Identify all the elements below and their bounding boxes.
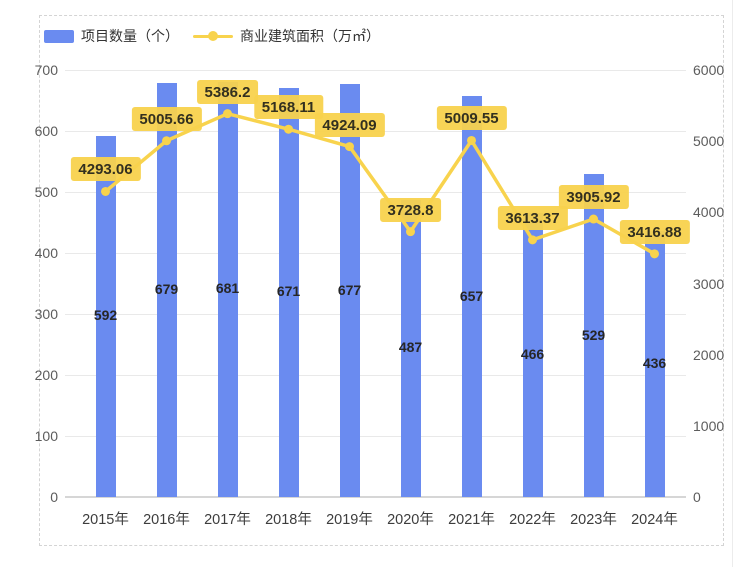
right-axis-tick-0: 0 (693, 489, 701, 505)
right-axis-tick-6000: 6000 (693, 62, 725, 78)
line-point-2023年[interactable] (589, 214, 598, 224)
line-value-label-2022年: 3613.37 (497, 205, 568, 230)
gridline-200 (65, 375, 686, 376)
line-value-label-2018年: 5168.11 (253, 95, 324, 120)
legend-item-line-series[interactable]: 商业建筑面积（万㎡） (179, 26, 380, 46)
gridline-700 (65, 70, 686, 71)
line-value-label-2017年: 5386.2 (196, 79, 259, 104)
bar-2024年[interactable] (644, 231, 665, 497)
bar-2015年[interactable] (95, 135, 116, 497)
bar-2023年[interactable] (583, 174, 604, 497)
left-axis-tick-600: 600 (34, 123, 58, 139)
left-axis-tick-700: 700 (34, 62, 58, 78)
right-axis-tick-3000: 3000 (693, 275, 725, 292)
legend-bar-label: 项目数量（个） (81, 28, 179, 44)
line-point-2024年[interactable] (650, 249, 659, 259)
bar-2016年[interactable] (156, 82, 177, 497)
chart-card (39, 15, 724, 546)
bar-value-label-2021年: 657 (459, 287, 484, 304)
line-point-2020年[interactable] (406, 227, 415, 237)
right-axis-tick-2000: 2000 (693, 346, 725, 363)
bar-2018年[interactable] (278, 87, 299, 497)
bar-2022年[interactable] (522, 212, 543, 497)
left-axis-tick-200: 200 (34, 367, 58, 383)
gridline-300 (65, 314, 686, 315)
x-axis-label-2019年: 2019年 (326, 512, 373, 528)
x-axis-label-2015年: 2015年 (82, 512, 129, 528)
line-value-label-2015年: 4293.06 (70, 157, 141, 182)
right-axis-tick-4000: 4000 (693, 204, 725, 221)
x-axis-label-2017年: 2017年 (204, 512, 251, 528)
left-axis-tick-300: 300 (34, 306, 58, 322)
line-point-2017年[interactable] (223, 109, 232, 119)
bar-2021年[interactable] (461, 96, 482, 497)
panel-right-edge (732, 0, 733, 567)
line-point-2021年[interactable] (467, 135, 476, 145)
right-axis-tick-1000: 1000 (693, 417, 725, 434)
legend-item-bar-series[interactable]: 项目数量（个） (44, 26, 179, 46)
bar-2017年[interactable] (217, 81, 238, 497)
x-axis-label-2024年: 2024年 (631, 512, 678, 528)
line-value-label-2019年: 4924.09 (314, 112, 385, 137)
line-value-label-2016年: 5005.66 (131, 106, 202, 131)
line-point-2015年[interactable] (101, 186, 110, 196)
left-axis-tick-500: 500 (34, 184, 58, 200)
gridline-0 (65, 496, 686, 498)
gridline-100 (65, 436, 686, 437)
bar-value-label-2024年: 436 (642, 355, 667, 372)
x-axis-label-2021年: 2021年 (448, 512, 495, 528)
bar-value-label-2016年: 679 (154, 280, 179, 297)
x-axis-label-2016年: 2016年 (143, 512, 190, 528)
gridline-400 (65, 253, 686, 254)
line-series-marker-icon (193, 30, 233, 43)
line-point-2016年[interactable] (162, 136, 171, 146)
line-point-2019年[interactable] (345, 142, 354, 152)
line-value-label-2023年: 3905.92 (558, 185, 629, 210)
x-axis-label-2023年: 2023年 (570, 512, 617, 528)
right-axis-tick-5000: 5000 (693, 133, 725, 150)
bar-value-label-2019年: 677 (337, 281, 362, 298)
x-axis-label-2018年: 2018年 (265, 512, 312, 528)
line-value-label-2020年: 3728.8 (379, 197, 442, 222)
line-value-label-2024年: 3416.88 (619, 219, 690, 244)
line-value-label-2021年: 5009.55 (436, 106, 507, 131)
x-axis-label-2022年: 2022年 (509, 512, 556, 528)
bar-value-label-2022年: 466 (520, 345, 545, 362)
x-axis-label-2020年: 2020年 (387, 512, 434, 528)
line-point-2018年[interactable] (284, 124, 293, 134)
bar-value-label-2018年: 671 (276, 283, 301, 300)
left-axis-tick-0: 0 (50, 489, 58, 505)
left-axis-tick-100: 100 (34, 428, 58, 444)
bar-2019年[interactable] (339, 84, 360, 497)
bar-value-label-2023年: 529 (581, 326, 606, 343)
bar-2020年[interactable] (400, 199, 421, 497)
line-point-2022年[interactable] (528, 235, 537, 245)
left-axis-tick-400: 400 (34, 245, 58, 261)
gridline-500 (65, 192, 686, 193)
bar-series-swatch-icon (44, 29, 74, 43)
chart-legend: 项目数量（个） 商业建筑面积（万㎡） (44, 26, 380, 46)
bar-value-label-2020年: 487 (398, 339, 423, 356)
bar-value-label-2015年: 592 (93, 307, 118, 324)
bar-value-label-2017年: 681 (215, 280, 240, 297)
legend-line-label: 商业建筑面积（万㎡） (240, 28, 380, 44)
